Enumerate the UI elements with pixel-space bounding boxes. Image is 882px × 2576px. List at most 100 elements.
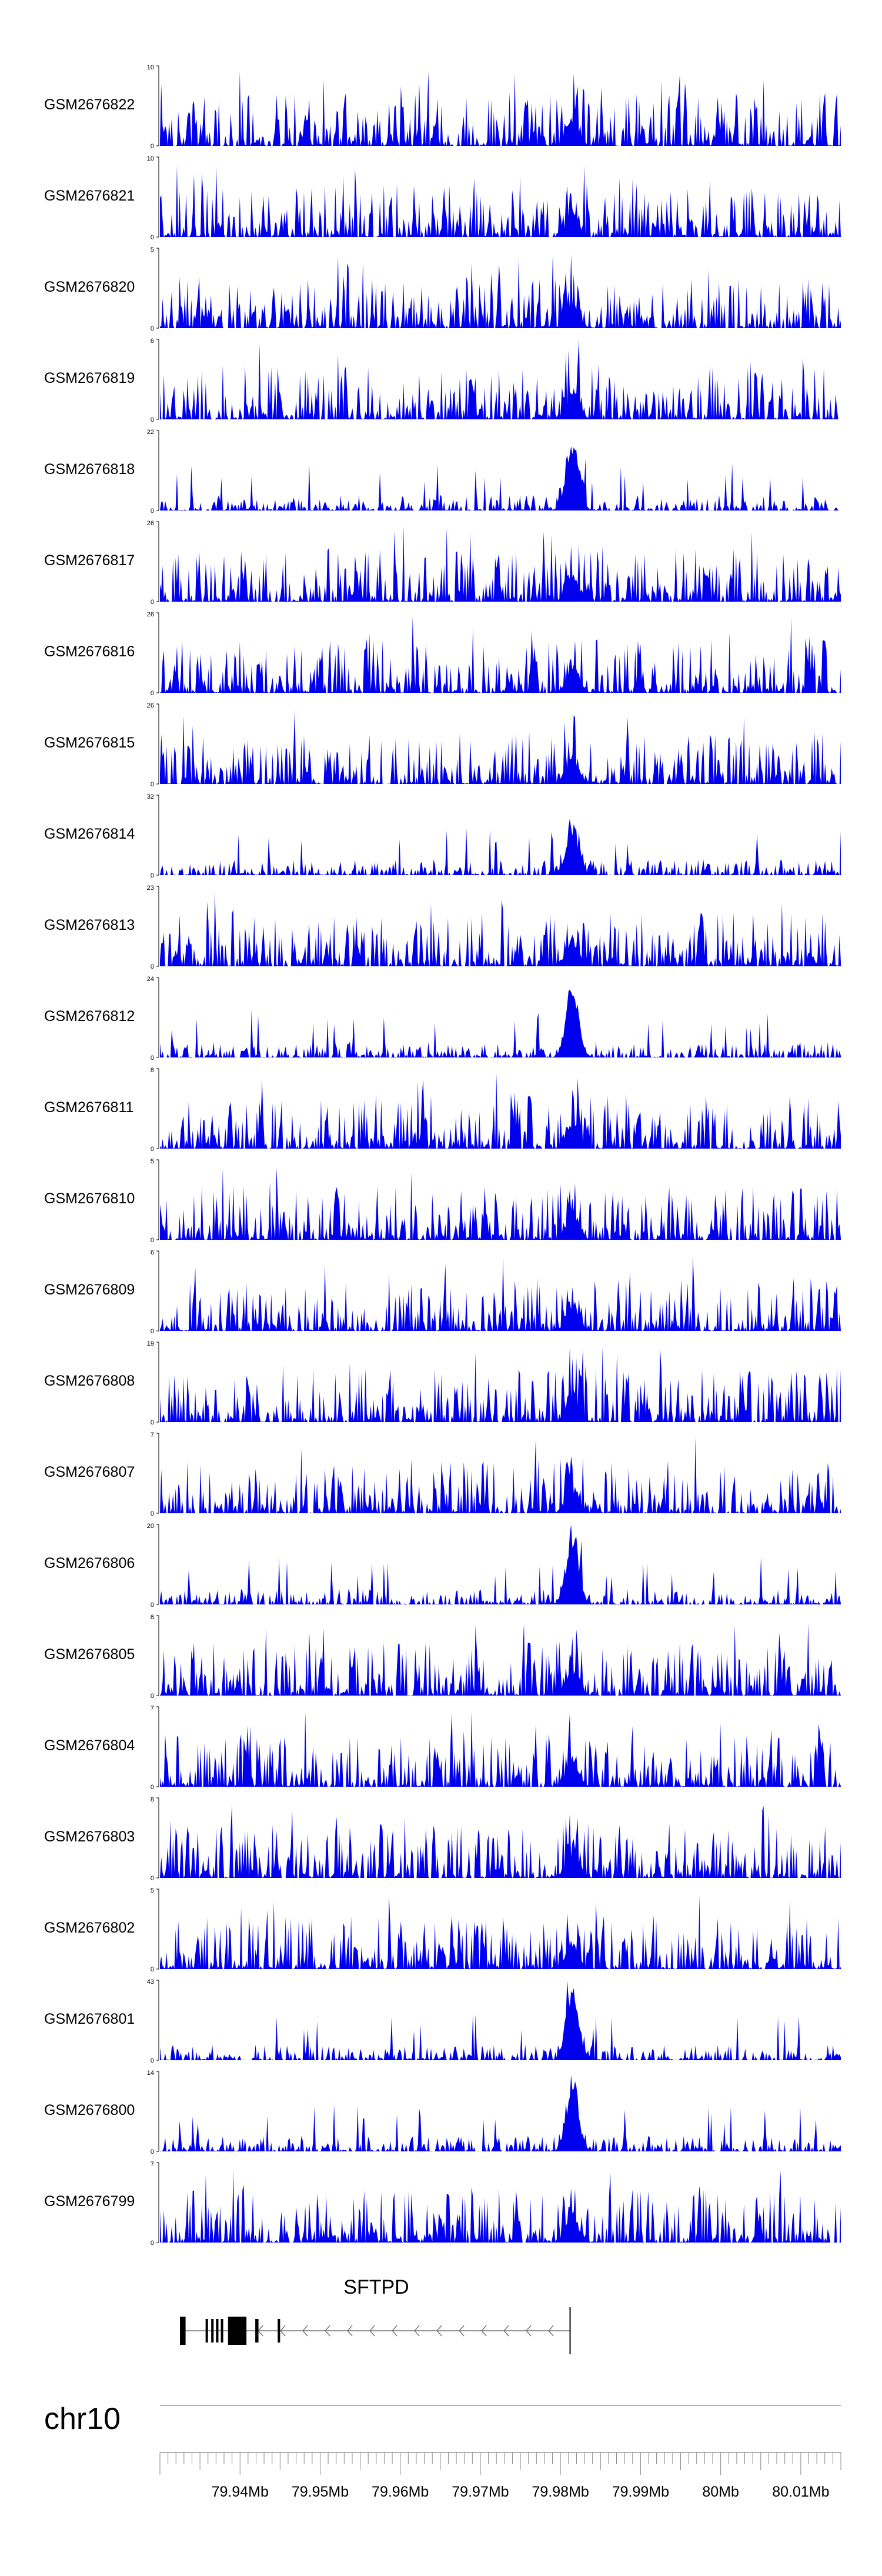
gene-label: SFTPD: [343, 2276, 409, 2298]
coverage-area: [160, 1622, 841, 1696]
track-label: GSM2676808: [44, 1373, 135, 1389]
y-min-label: 0: [151, 1693, 154, 1700]
x-tick-label: 79.96Mb: [372, 2484, 429, 2500]
track-label: GSM2676819: [44, 370, 135, 386]
y-max-label: 26: [147, 611, 154, 618]
genome-axis: chr10 79.94Mb 79.95Mb 79.96Mb 79.97Mb 79.98M…: [44, 2402, 841, 2500]
track-label: GSM2676816: [44, 643, 135, 660]
y-min-label: 0: [151, 781, 154, 788]
track-label: GSM2676805: [44, 1646, 135, 1663]
coverage-area: [160, 1167, 841, 1240]
coverage-area: [160, 71, 841, 146]
coverage-area: [160, 616, 841, 693]
x-tick-label: 79.99Mb: [612, 2484, 669, 2500]
coverage-track: GSM2676810 5 0: [44, 1158, 841, 1244]
y-max-label: 19: [147, 1340, 154, 1347]
x-tick-label: 79.95Mb: [292, 2484, 349, 2500]
y-max-label: 7: [151, 2161, 154, 2168]
y-min-label: 0: [151, 1055, 154, 1062]
gene-exon: [255, 2319, 259, 2343]
y-min-label: 0: [151, 599, 154, 606]
coverage-track: GSM2676808 19 0: [44, 1340, 841, 1426]
strand-arrow-icon: [347, 2325, 353, 2337]
y-min-label: 0: [151, 2148, 154, 2155]
y-min-label: 0: [151, 1237, 154, 1244]
y-max-label: 5: [151, 246, 154, 253]
coverage-track: GSM2676803 8 0: [44, 1796, 841, 1882]
y-min-label: 0: [151, 1784, 154, 1791]
gene-exon: [278, 2319, 280, 2343]
track-label: GSM2676803: [44, 1828, 135, 1845]
gene-exon: [211, 2319, 214, 2343]
y-max-label: 7: [151, 1432, 154, 1439]
y-max-label: 24: [147, 976, 154, 983]
y-min-label: 0: [151, 2057, 154, 2064]
x-tick-label: 79.94Mb: [212, 2484, 269, 2500]
y-min-label: 0: [151, 1601, 154, 1609]
coverage-area: [160, 1804, 841, 1878]
y-min-label: 0: [151, 963, 154, 970]
coverage-area: [160, 254, 841, 328]
track-label: GSM2676817: [44, 552, 135, 569]
y-max-label: 6: [151, 1249, 154, 1256]
y-max-label: 22: [147, 429, 154, 436]
y-max-label: 6: [151, 1614, 154, 1621]
y-min-label: 0: [151, 508, 154, 515]
coverage-track: GSM2676818 22 0: [44, 429, 841, 515]
coverage-track: GSM2676811 8 0: [44, 1067, 841, 1153]
y-max-label: 5: [151, 1887, 154, 1894]
chromosome-label: chr10: [44, 2402, 121, 2436]
y-min-label: 0: [151, 1510, 154, 1517]
track-label: GSM2676810: [44, 1190, 135, 1207]
coverage-track: GSM2676800 14 0: [44, 2070, 841, 2155]
coverage-area: [160, 2074, 841, 2151]
gene-exon: [205, 2319, 208, 2343]
track-label: GSM2676814: [44, 826, 135, 842]
strand-arrow-icon: [369, 2325, 375, 2337]
coverage-area: [160, 2169, 841, 2243]
track-label: GSM2676807: [44, 1464, 135, 1480]
coverage-area: [160, 1524, 841, 1604]
y-max-label: 5: [151, 1158, 154, 1165]
coverage-area: [160, 1711, 841, 1787]
strand-arrow-icon: [302, 2325, 308, 2337]
y-max-label: 23: [147, 885, 154, 892]
coverage-tracks: GSM2676822100GSM2676821100GSM267682050GS…: [44, 64, 841, 2247]
coverage-area: [160, 1437, 841, 1513]
coverage-track: GSM2676813 23 0: [44, 885, 841, 970]
strand-arrow-icon: [436, 2325, 442, 2337]
coverage-track: GSM2676820 5 0: [44, 246, 841, 332]
y-min-label: 0: [151, 143, 154, 150]
y-max-label: 26: [147, 520, 154, 527]
y-min-label: 0: [151, 2240, 154, 2247]
coverage-track: GSM2676801 43 0: [44, 1978, 841, 2064]
track-label: GSM2676806: [44, 1555, 135, 1571]
x-tick-label: 79.97Mb: [452, 2484, 509, 2500]
y-max-label: 43: [147, 1978, 154, 1986]
y-max-label: 14: [147, 2070, 154, 2077]
coverage-area: [160, 446, 841, 510]
y-min-label: 0: [151, 872, 154, 879]
coverage-area: [160, 989, 841, 1057]
coverage-area: [160, 165, 841, 237]
strand-arrow-icon: [459, 2325, 465, 2337]
coverage-track: GSM2676819 6 0: [44, 338, 841, 423]
gene-exon: [228, 2317, 247, 2345]
coverage-area: [160, 1980, 841, 2060]
coverage-track: GSM2676806 20 0: [44, 1523, 841, 1609]
strand-arrow-icon: [280, 2325, 286, 2337]
gene-track: SFTPD: [180, 2276, 571, 2354]
y-min-label: 0: [151, 325, 154, 332]
gene-exon: [220, 2319, 223, 2343]
y-min-label: 0: [151, 234, 154, 241]
track-label: GSM2676804: [44, 1737, 135, 1754]
y-min-label: 0: [151, 690, 154, 697]
coverage-track: GSM2676821 10 0: [44, 155, 841, 241]
y-max-label: 7: [151, 1705, 154, 1712]
strand-arrow-icon: [392, 2325, 397, 2337]
track-label: GSM2676822: [44, 96, 135, 113]
y-max-label: 8: [151, 1067, 154, 1074]
y-max-label: 10: [147, 64, 154, 71]
track-label: GSM2676815: [44, 735, 135, 751]
